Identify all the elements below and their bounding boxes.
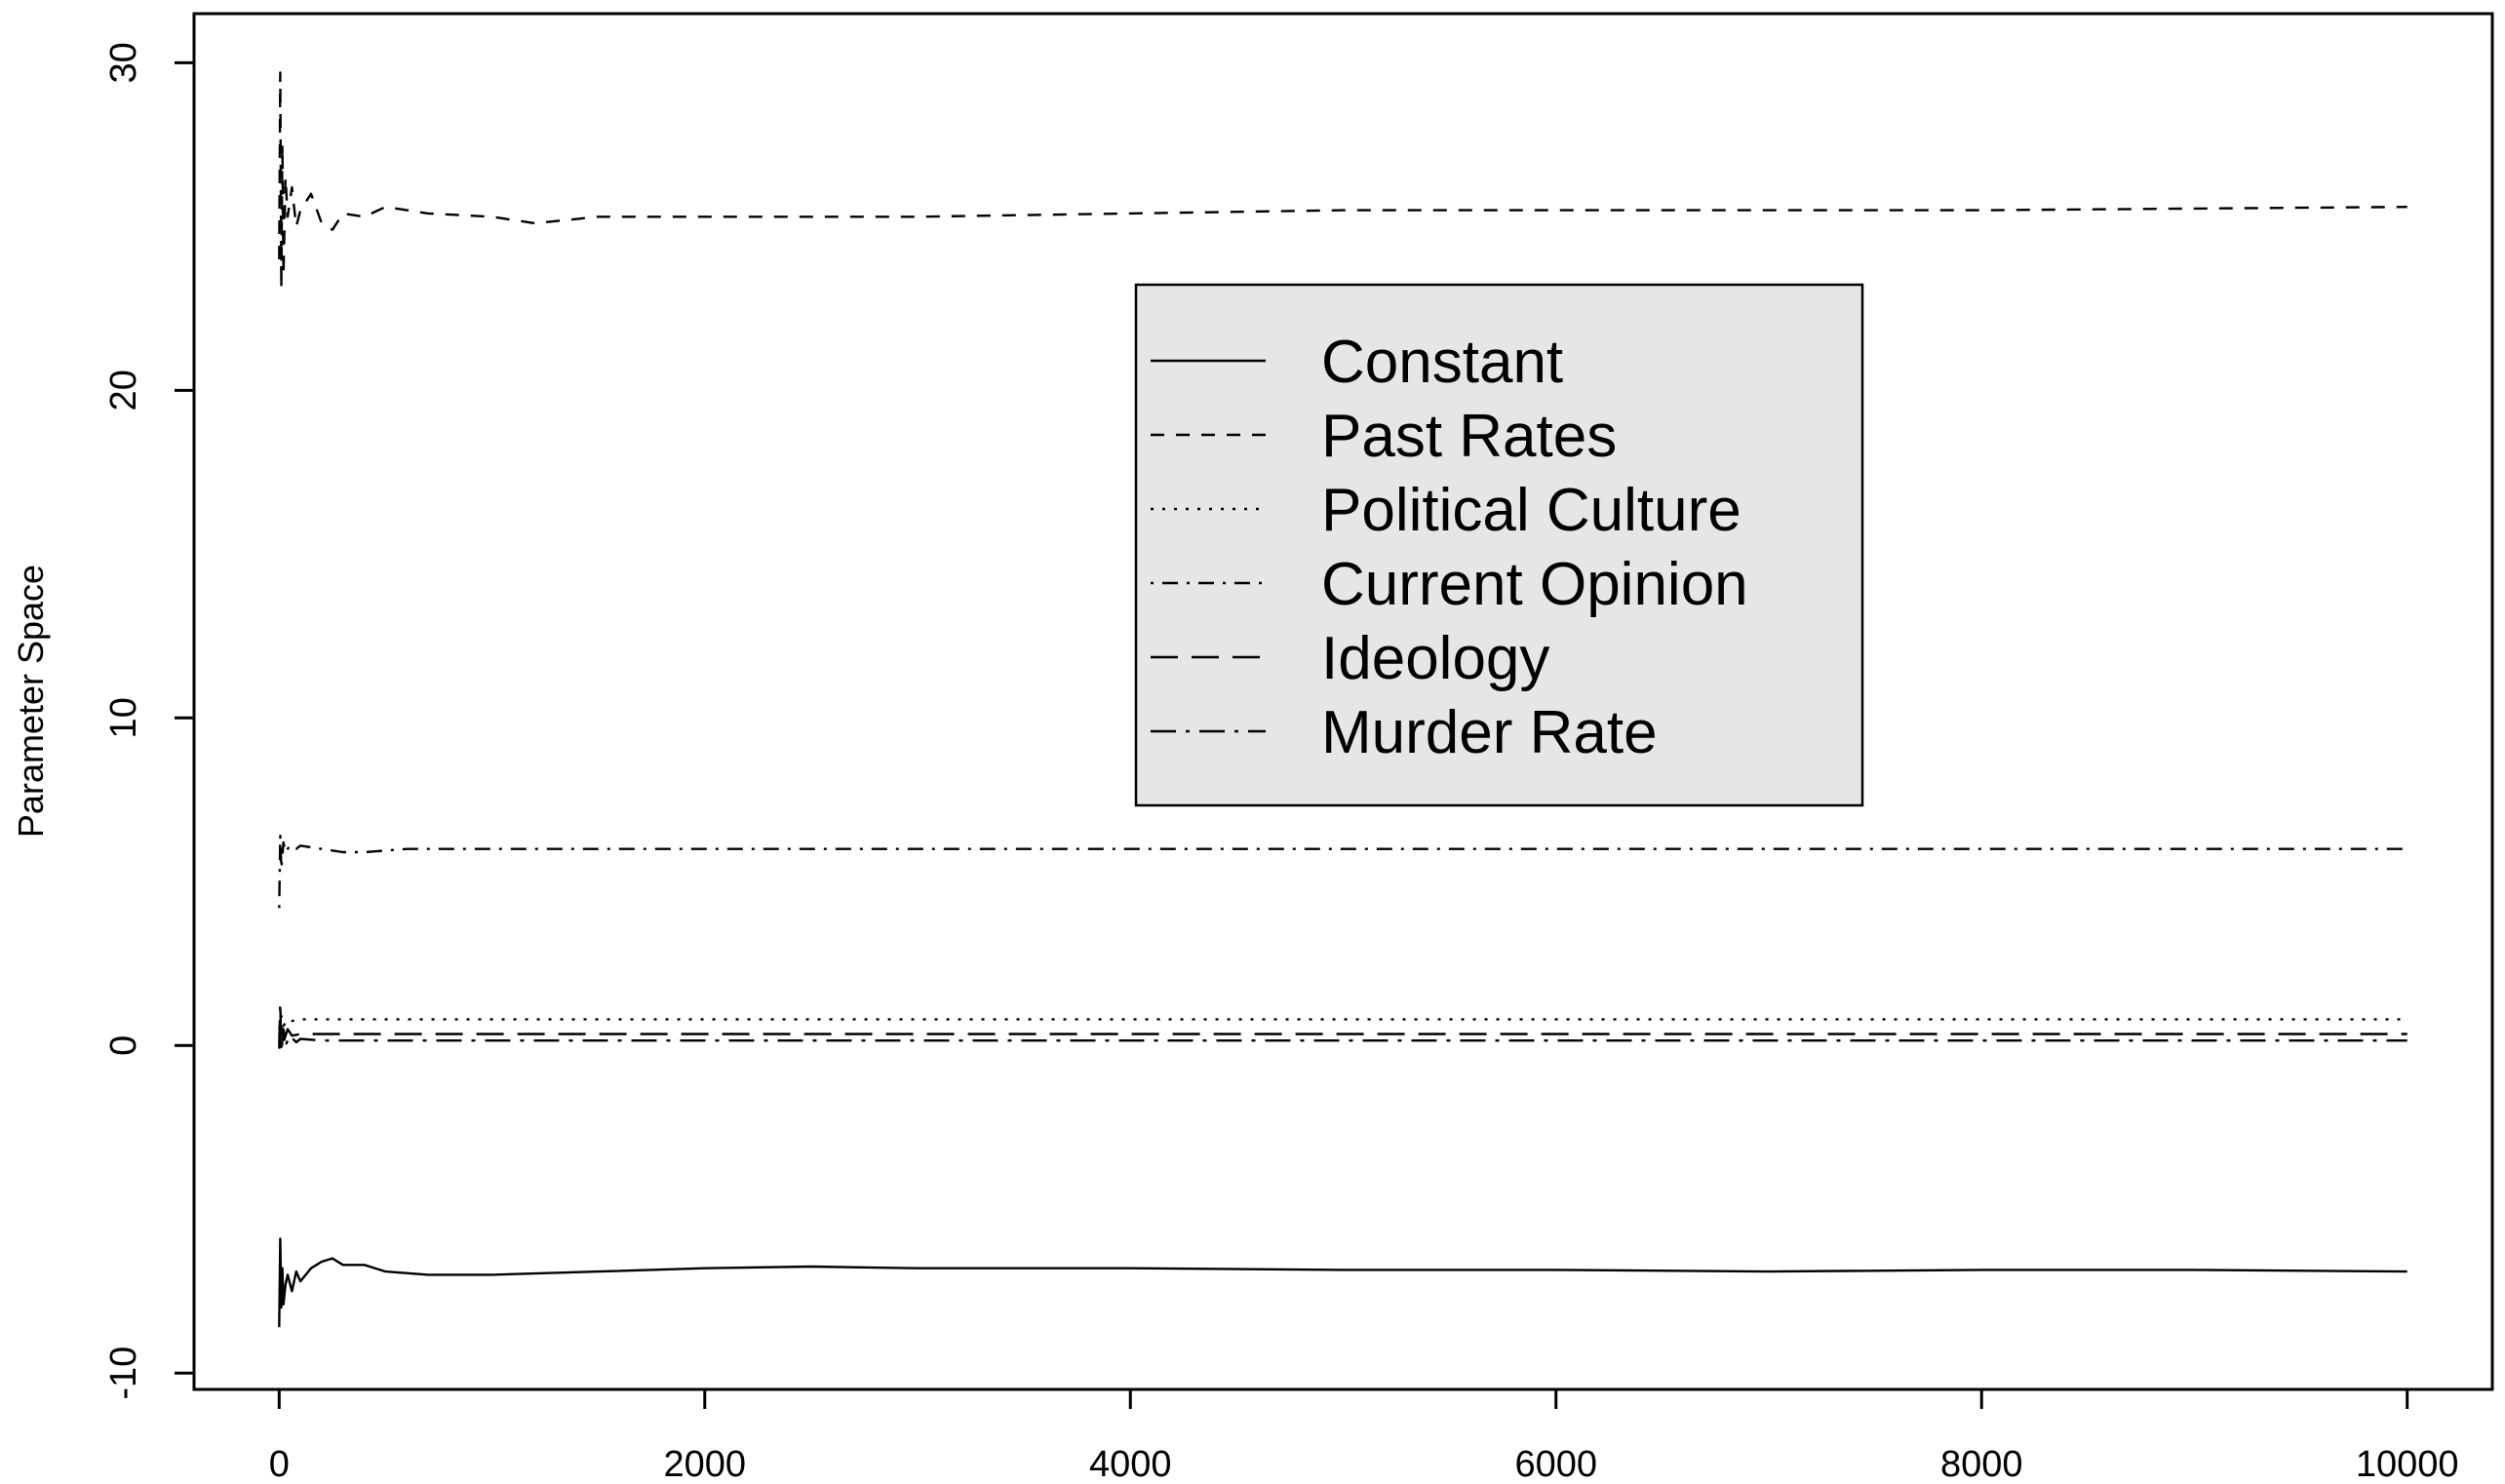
series-line-ideology xyxy=(278,1024,2407,1049)
x-tick-label: 0 xyxy=(269,1444,290,1484)
series-line-political-culture xyxy=(278,1014,2407,1030)
y-axis: -10 0 10 20 30 xyxy=(103,42,196,1400)
series-line-constant xyxy=(278,1237,2407,1328)
y-tick-label: 10 xyxy=(103,697,144,738)
x-tick-label: 10000 xyxy=(2356,1444,2459,1484)
legend: Constant Past Rates Political Culture Curre… xyxy=(1134,283,1864,807)
legend-label: Murder Rate xyxy=(1321,699,1658,766)
legend-label: Current Opinion xyxy=(1321,551,1748,618)
series-layer xyxy=(278,71,2407,1328)
y-tick-label: 30 xyxy=(103,42,144,83)
series-line-current-opinion xyxy=(278,835,2407,909)
y-tick-label: 20 xyxy=(103,370,144,410)
legend-box xyxy=(1134,283,1864,807)
legend-label: Past Rates xyxy=(1321,403,1617,470)
x-tick-label: 8000 xyxy=(1940,1444,2023,1484)
x-axis: 0 2000 4000 6000 8000 10000 xyxy=(269,1387,2459,1484)
x-tick-label: 4000 xyxy=(1089,1444,1172,1484)
series-line-past-rates xyxy=(278,71,2407,291)
y-tick-label: 0 xyxy=(103,1035,144,1056)
y-tick-label: -10 xyxy=(103,1347,144,1400)
x-tick-label: 2000 xyxy=(664,1444,747,1484)
legend-label: Constant xyxy=(1321,329,1563,396)
series-line-murder-rate xyxy=(278,1001,2407,1054)
legend-label: Political Culture xyxy=(1321,477,1742,544)
y-axis-title: Parameter Space xyxy=(11,565,51,838)
legend-label: Ideology xyxy=(1321,625,1549,692)
x-tick-label: 6000 xyxy=(1514,1444,1597,1484)
